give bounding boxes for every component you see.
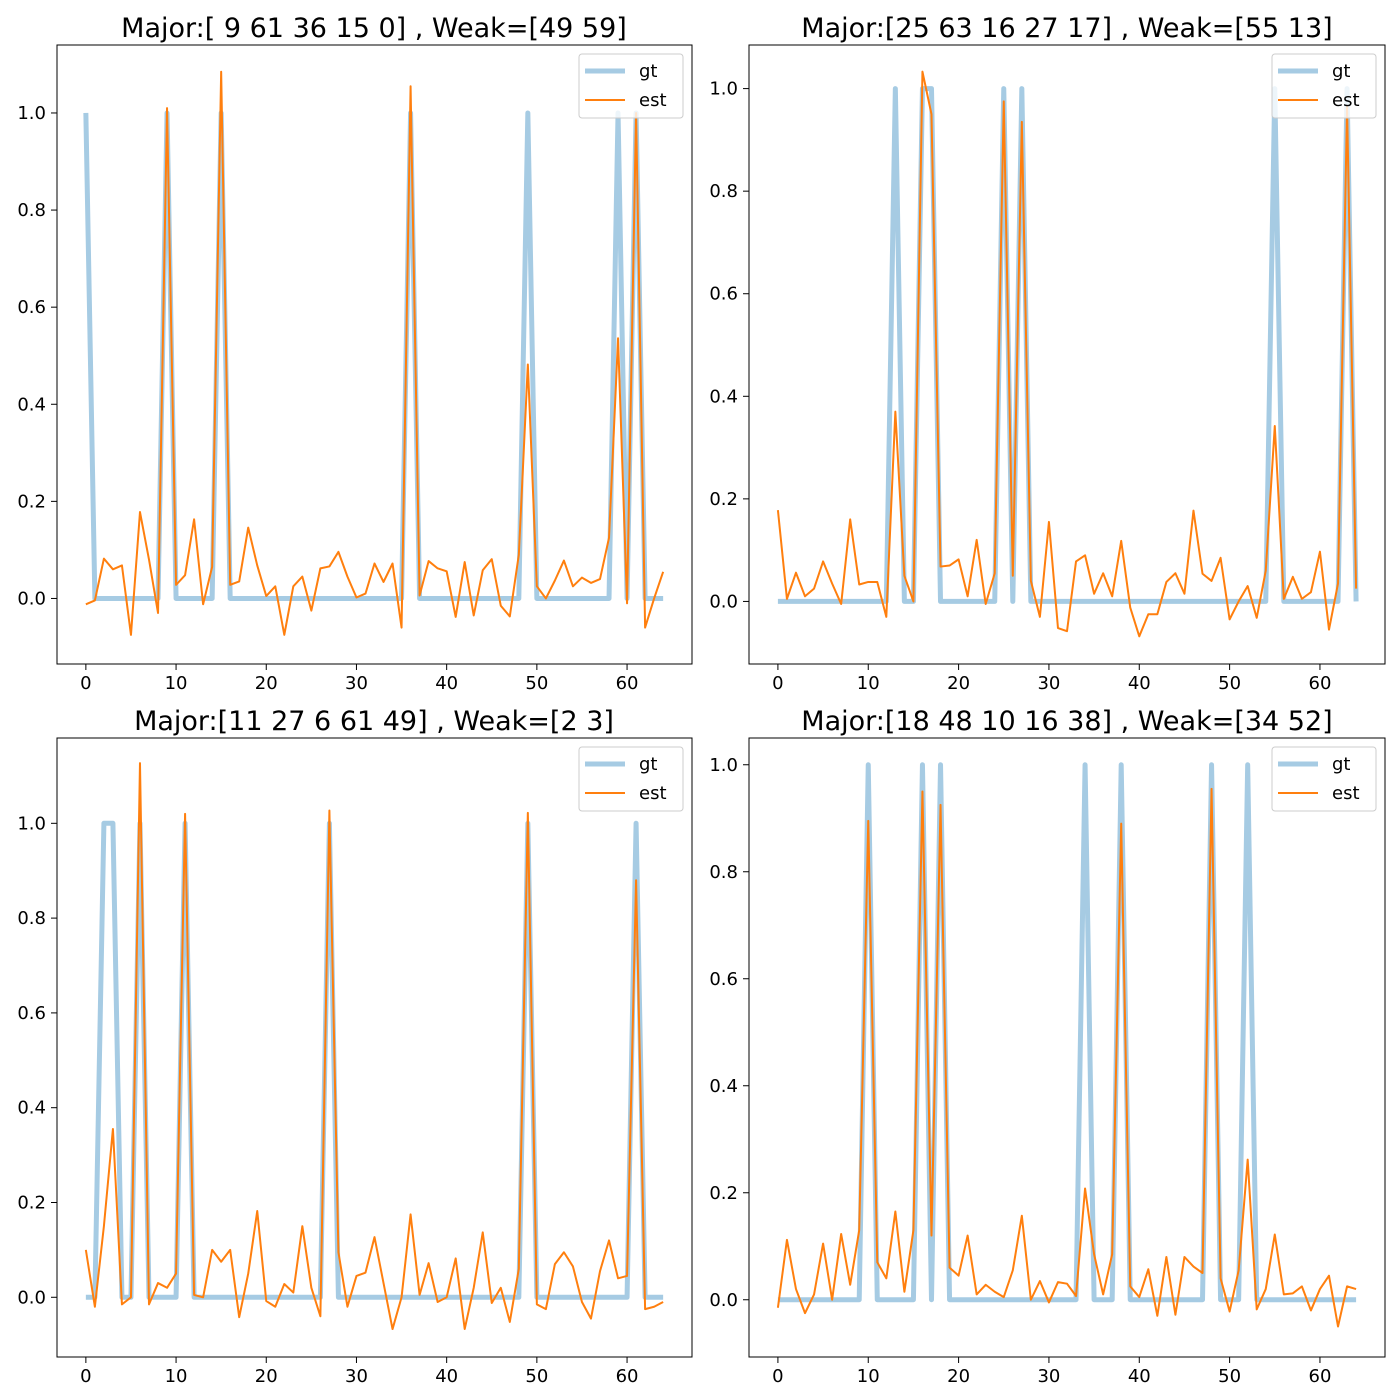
series-line-est bbox=[85, 70, 665, 636]
x-tick-label: 30 bbox=[1037, 1366, 1060, 1387]
x-tick-label: 0 bbox=[80, 1366, 91, 1387]
x-tick-label: 50 bbox=[525, 1366, 548, 1387]
subplot-title: Major:[18 48 10 16 38] , Weak=[34 52] bbox=[801, 706, 1332, 737]
y-tick-label: 0.0 bbox=[17, 588, 46, 609]
series-line-est bbox=[776, 787, 1357, 1328]
y-tick-label: 1.0 bbox=[709, 755, 738, 776]
legend-label-gt: gt bbox=[639, 754, 657, 775]
x-tick-label: 60 bbox=[616, 1366, 639, 1387]
x-tick-label: 40 bbox=[1128, 1366, 1151, 1387]
subplot-1: Major:[ 9 61 36 15 0] , Weak=[49 59] 0 10… bbox=[17, 13, 693, 694]
y-tick-label: 0.6 bbox=[709, 969, 738, 990]
y-tick-label: 0.8 bbox=[17, 200, 46, 221]
axes-frame bbox=[56, 44, 693, 665]
y-tick-label: 0.4 bbox=[17, 394, 46, 415]
x-tick-label: 50 bbox=[1218, 673, 1241, 694]
legend-label-gt: gt bbox=[1332, 754, 1350, 775]
y-tick-label: 0.0 bbox=[709, 591, 738, 612]
legend-label-gt: gt bbox=[639, 61, 657, 82]
legend-box bbox=[578, 746, 684, 812]
x-tick-label: 40 bbox=[435, 1366, 458, 1387]
legend-box bbox=[1271, 53, 1377, 119]
y-tick-label: 0.6 bbox=[709, 284, 738, 305]
series-line-est bbox=[84, 762, 664, 1331]
x-tick-label: 20 bbox=[947, 1366, 970, 1387]
y-tick-label: 1.0 bbox=[17, 813, 46, 834]
x-tick-label: 30 bbox=[1037, 673, 1060, 694]
x-tick-label: 60 bbox=[1309, 673, 1332, 694]
axes-frame bbox=[748, 737, 1386, 1358]
y-tick-label: 0.8 bbox=[709, 181, 738, 202]
x-tick-label: 10 bbox=[857, 673, 880, 694]
x-tick-label: 30 bbox=[345, 673, 368, 694]
legend: gt est bbox=[578, 53, 684, 119]
y-tick-label: 0.6 bbox=[17, 1003, 46, 1024]
y-tick-label: 0.4 bbox=[17, 1098, 46, 1119]
legend: gt est bbox=[1271, 53, 1377, 119]
axes-frame bbox=[56, 737, 693, 1358]
x-tick-label: 10 bbox=[165, 1366, 188, 1387]
x-tick-label: 40 bbox=[435, 673, 458, 694]
subplot-title: Major:[11 27 6 61 49] , Weak=[2 3] bbox=[134, 706, 614, 737]
subplot-title: Major:[ 9 61 36 15 0] , Weak=[49 59] bbox=[121, 13, 627, 44]
legend-label-est: est bbox=[639, 90, 667, 111]
series-line-gt bbox=[83, 110, 664, 601]
subplot-4: Major:[18 48 10 16 38] , Weak=[34 52] 0 1… bbox=[709, 706, 1386, 1387]
x-tick-label: 0 bbox=[772, 673, 783, 694]
subplot-title: Major:[25 63 16 27 17] , Weak=[55 13] bbox=[801, 13, 1332, 44]
x-tick-label: 60 bbox=[616, 673, 639, 694]
series-line-est bbox=[776, 70, 1358, 638]
legend: gt est bbox=[1271, 746, 1377, 812]
axes-frame bbox=[748, 44, 1386, 665]
y-tick-label: 0.2 bbox=[17, 1192, 46, 1213]
subplot-3: Major:[11 27 6 61 49] , Weak=[2 3] 0 10 20… bbox=[17, 706, 693, 1387]
x-tick-label: 10 bbox=[165, 673, 188, 694]
x-tick-label: 20 bbox=[947, 673, 970, 694]
y-tick-label: 0.2 bbox=[17, 491, 46, 512]
x-tick-label: 60 bbox=[1309, 1366, 1332, 1387]
legend-label-est: est bbox=[1332, 783, 1360, 804]
x-tick-label: 10 bbox=[857, 1366, 880, 1387]
y-tick-label: 0.6 bbox=[17, 297, 46, 318]
legend: gt est bbox=[578, 746, 684, 812]
x-tick-label: 0 bbox=[772, 1366, 783, 1387]
legend-label-est: est bbox=[1332, 90, 1360, 111]
y-tick-label: 0.0 bbox=[709, 1290, 738, 1311]
y-tick-label: 1.0 bbox=[709, 79, 738, 100]
x-tick-label: 50 bbox=[525, 673, 548, 694]
y-tick-label: 0.2 bbox=[709, 1183, 738, 1204]
y-tick-label: 1.0 bbox=[17, 103, 46, 124]
legend-box bbox=[578, 53, 684, 119]
legend-box bbox=[1271, 746, 1377, 812]
y-tick-label: 0.8 bbox=[17, 908, 46, 929]
x-tick-label: 20 bbox=[255, 1366, 278, 1387]
legend-label-gt: gt bbox=[1332, 61, 1350, 82]
y-tick-label: 0.2 bbox=[709, 489, 738, 510]
y-tick-label: 0.0 bbox=[17, 1287, 46, 1308]
y-tick-label: 0.8 bbox=[709, 862, 738, 883]
subplot-2: Major:[25 63 16 27 17] , Weak=[55 13] 0 1… bbox=[709, 13, 1386, 694]
x-tick-label: 40 bbox=[1128, 673, 1151, 694]
y-tick-label: 0.4 bbox=[709, 386, 738, 407]
x-tick-label: 0 bbox=[80, 673, 91, 694]
x-tick-label: 20 bbox=[255, 673, 278, 694]
legend-label-est: est bbox=[639, 783, 667, 804]
x-tick-label: 50 bbox=[1218, 1366, 1241, 1387]
y-tick-label: 0.4 bbox=[709, 1076, 738, 1097]
x-tick-label: 30 bbox=[345, 1366, 368, 1387]
